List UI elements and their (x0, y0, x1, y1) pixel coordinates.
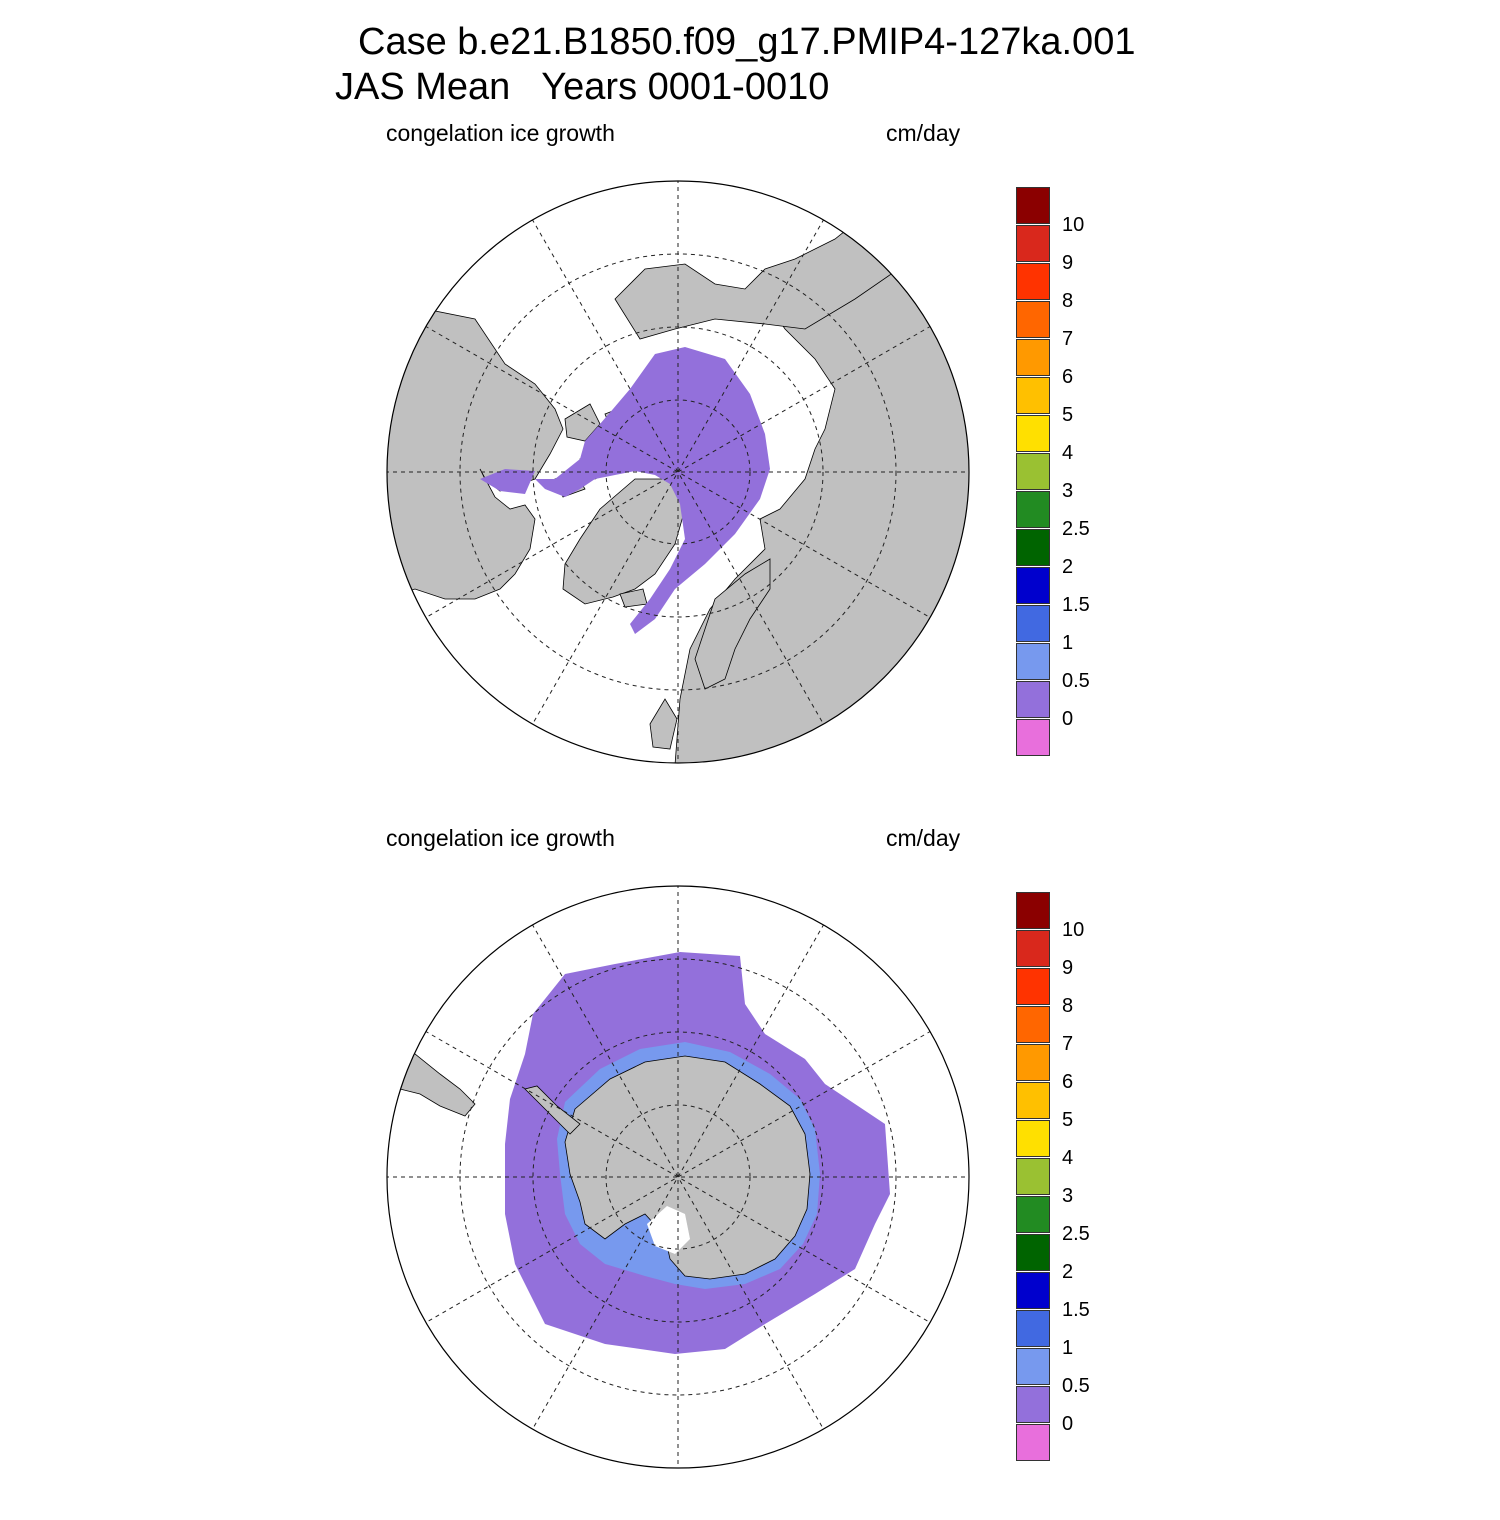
land-scandinavia (694, 558, 771, 690)
figure-title-line1: Case b.e21.B1850.f09_g17.PMIP4-127ka.001 (358, 21, 1136, 63)
colorbar-tick-label: 6 (1062, 1071, 1074, 1093)
colorbar-tick-label: 4 (1062, 442, 1074, 464)
colorbar-tick-label: 0.5 (1062, 1375, 1090, 1397)
hudson-bay-ice (480, 469, 535, 494)
colorbar-tick-label: 0 (1062, 1413, 1074, 1435)
arctic-sea-ice (535, 347, 770, 634)
colorbar-swatch (1016, 1044, 1050, 1081)
land-uk (649, 698, 678, 750)
colorbar-swatch (1016, 681, 1050, 718)
colorbar-swatch (1016, 1158, 1050, 1195)
colorbar-swatch (1016, 643, 1050, 680)
figure-title-line2: JAS Mean Years 0001-0010 (335, 66, 830, 108)
variable-label: congelation ice growth (386, 825, 615, 851)
colorbar-swatch (1016, 263, 1050, 300)
land-antarctica (564, 1055, 811, 1280)
colorbar-swatch (1016, 415, 1050, 452)
colorbar-tick-label: 2.5 (1062, 1223, 1090, 1245)
colorbar-tick-label: 5 (1062, 404, 1074, 426)
colorbar-tick-label: 8 (1062, 290, 1074, 312)
map-boundary (386, 885, 970, 1469)
colorbar-swatch (1016, 1348, 1050, 1385)
colorbar-swatch (1016, 339, 1050, 376)
colorbar-tick-label: 1 (1062, 632, 1074, 654)
south-polar-map (386, 885, 970, 1469)
land-antarctic-peninsula (524, 1085, 581, 1135)
colorbar-tick-label: 0 (1062, 708, 1074, 730)
colorbar-tick-label: 6 (1062, 366, 1074, 388)
units-label: cm/day (886, 120, 961, 146)
colorbar-tick-label: 3 (1062, 1185, 1074, 1207)
graticule (387, 181, 969, 763)
colorbar-swatch (1016, 1082, 1050, 1119)
colorbar-swatch (1016, 930, 1050, 967)
colorbar-swatch (1016, 1196, 1050, 1233)
colorbar-tick-label: 2 (1062, 556, 1074, 578)
colorbar-swatch (1016, 968, 1050, 1005)
colorbar-swatch (1016, 491, 1050, 528)
colorbar-swatch (1016, 1120, 1050, 1157)
colorbar-tick-label: 1.5 (1062, 1299, 1090, 1321)
colorbar-tick-label: 7 (1062, 1033, 1074, 1055)
colorbar-swatch (1016, 377, 1050, 414)
colorbar-tick-label: 3 (1062, 480, 1074, 502)
colorbar-tick-label: 4 (1062, 1147, 1074, 1169)
colorbar-swatch (1016, 567, 1050, 604)
colorbar-swatch (1016, 1310, 1050, 1347)
colorbar-swatch (1016, 1272, 1050, 1309)
colorbar-tick-label: 8 (1062, 995, 1074, 1017)
colorbar-tick-label: 10 (1062, 919, 1085, 941)
colorbar-swatch (1016, 187, 1050, 224)
map-boundary (386, 180, 970, 764)
colorbar-tick-label: 5 (1062, 1109, 1074, 1131)
colorbar-tick-label: 10 (1062, 214, 1085, 236)
colorbar-swatch (1016, 719, 1050, 756)
colorbar-swatch (1016, 1006, 1050, 1043)
north-polar-map (386, 180, 970, 764)
colorbar-tick-label: 1 (1062, 1337, 1074, 1359)
colorbar-swatch (1016, 1234, 1050, 1271)
units-label: cm/day (886, 825, 961, 851)
colorbar-tick-label: 2 (1062, 1261, 1074, 1283)
colorbar-tick-label: 1.5 (1062, 594, 1090, 616)
variable-label: congelation ice growth (386, 120, 615, 146)
colorbar-tick-label: 9 (1062, 252, 1074, 274)
ross-sea-shelf (647, 1206, 690, 1254)
colorbar-swatch (1016, 225, 1050, 262)
colorbar-swatch (1016, 892, 1050, 929)
colorbar-tick-label: 9 (1062, 957, 1074, 979)
colorbar-swatch (1016, 1424, 1050, 1461)
colorbar-tick-label: 2.5 (1062, 518, 1090, 540)
colorbar-swatch (1016, 605, 1050, 642)
colorbar-tick-label: 0.5 (1062, 670, 1090, 692)
colorbar-swatch (1016, 529, 1050, 566)
colorbar-swatch (1016, 1386, 1050, 1423)
south-polar-panel: congelation ice growth cm/day (0, 820, 1500, 1520)
graticule (387, 886, 969, 1468)
colorbar-tick-label: 7 (1062, 328, 1074, 350)
colorbar-swatch (1016, 301, 1050, 338)
north-polar-panel: congelation ice growth cm/day (0, 115, 1500, 815)
colorbar-swatch (1016, 453, 1050, 490)
